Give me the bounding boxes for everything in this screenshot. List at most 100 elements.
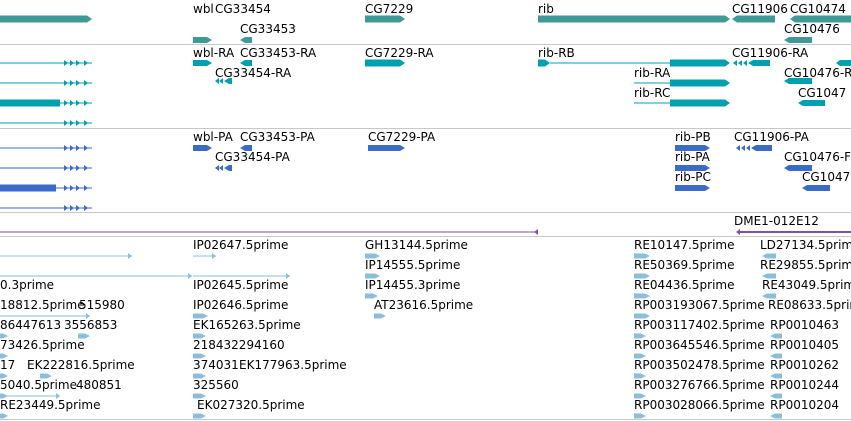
feature-bar xyxy=(240,37,252,43)
est-label[interactable]: EK222816.5prime xyxy=(27,358,135,372)
est-label[interactable]: RP003502478.5prime xyxy=(634,358,765,372)
est-label[interactable]: RP0010405 xyxy=(770,338,840,352)
track-separator xyxy=(0,44,851,45)
feature-bar xyxy=(193,393,206,399)
transcript-label-rib-ra[interactable]: rib-RA xyxy=(634,66,671,80)
protein-label-cg1047[interactable]: CG1047 xyxy=(802,170,851,184)
est-label[interactable]: RE04436.5prime xyxy=(634,278,735,292)
clone-label-dme1-012e12[interactable]: DME1-012E12 xyxy=(734,214,819,228)
exon-arrow xyxy=(741,145,745,151)
protein-label-cg11906-pa[interactable]: CG11906-PA xyxy=(734,130,809,144)
gene-label-cg10474[interactable]: CG10474 xyxy=(790,2,846,16)
feature-bar xyxy=(770,353,782,359)
est-label[interactable]: RP0010262 xyxy=(770,358,840,372)
gene-label-cg7229[interactable]: CG7229 xyxy=(365,2,414,16)
feature-bar xyxy=(0,373,8,379)
protein-label-cg33453-pa[interactable]: CG33453-PA xyxy=(240,130,315,144)
gene-label-cg33453[interactable]: CG33453 xyxy=(240,22,296,36)
transcript-label-cg7229-ra[interactable]: CG7229-RA xyxy=(365,46,434,60)
est-label[interactable]: 73426.5prime xyxy=(0,338,85,352)
feature-bar xyxy=(634,353,646,359)
est-label[interactable]: IP14555.5prime xyxy=(365,258,461,272)
protein-label-cg33454-pa[interactable]: CG33454-PA xyxy=(215,150,290,164)
protein-label-rib-pb[interactable]: rib-PB xyxy=(675,130,711,144)
exon-arrow xyxy=(188,273,192,279)
protein-label-rib-pc[interactable]: rib-PC xyxy=(675,170,711,184)
est-label[interactable]: GH13144.5prime xyxy=(365,238,468,252)
transcript-label-rib-rc[interactable]: rib-RC xyxy=(634,86,671,100)
est-label[interactable]: 86447613 xyxy=(0,318,62,332)
est-label[interactable]: RP003276766.5prime xyxy=(634,378,765,392)
transcript-label-wbl-ra[interactable]: wbl-RA xyxy=(193,46,235,60)
feature-bar xyxy=(0,184,56,192)
feature-bar xyxy=(365,15,405,23)
est-label[interactable]: EK027320.5prime xyxy=(197,398,305,412)
feature-bar xyxy=(770,393,782,399)
est-label[interactable]: LD27134.5prim xyxy=(760,238,851,252)
protein-label-cg10476-f[interactable]: CG10476-F xyxy=(784,150,851,164)
gene-label-cg10476[interactable]: CG10476 xyxy=(784,22,840,36)
transcript-label-cg33453-ra[interactable]: CG33453-RA xyxy=(240,46,317,60)
est-label[interactable]: RE23449.5prime xyxy=(0,398,101,412)
est-label[interactable]: RP003117402.5prime xyxy=(634,318,765,332)
feature-bar xyxy=(784,165,812,171)
est-label[interactable]: 374031 xyxy=(193,358,239,372)
feature-bar xyxy=(798,100,825,106)
est-label[interactable]: AT23616.5prime xyxy=(374,298,474,312)
est-label[interactable]: RE29855.5prim xyxy=(760,258,851,272)
est-label[interactable]: RP0010463 xyxy=(770,318,840,332)
gene-label-rib[interactable]: rib xyxy=(538,2,554,16)
exon-arrow xyxy=(733,60,737,66)
est-label[interactable]: RE08633.5prim xyxy=(768,298,851,312)
est-label[interactable]: RP003645546.5prime xyxy=(634,338,765,352)
est-label[interactable]: EK177963.5prime xyxy=(239,358,347,372)
transcript-label-cg33454-ra[interactable]: CG33454-RA xyxy=(215,66,292,80)
est-label[interactable]: 17 xyxy=(0,358,16,372)
est-label[interactable]: RP0010244 xyxy=(770,378,840,392)
feature-bar xyxy=(634,373,646,379)
est-label[interactable]: RP003028066.5prime xyxy=(634,398,765,412)
est-label[interactable]: IP14455.3prime xyxy=(365,278,461,292)
exon-arrow xyxy=(70,60,74,66)
transcript-label-cg1047[interactable]: CG1047 xyxy=(798,86,847,100)
est-label[interactable]: IP02645.5prime xyxy=(193,278,289,292)
exon-arrow xyxy=(219,165,223,171)
exon-arrow xyxy=(836,60,840,66)
est-label[interactable]: RP003193067.5prime xyxy=(634,298,765,312)
est-label[interactable]: EK165263.5prime xyxy=(193,318,301,332)
est-label[interactable]: RE43049.5prim xyxy=(762,278,851,292)
est-label[interactable]: 3556853 xyxy=(64,318,118,332)
feature-bar xyxy=(0,15,92,23)
exon-arrow xyxy=(738,60,742,66)
transcript-label-cg10476-r[interactable]: CG10476-R xyxy=(784,66,851,80)
feature-bar xyxy=(762,273,776,279)
feature-bar xyxy=(538,59,550,67)
track-separator xyxy=(0,212,851,213)
transcript-label-rib-rb[interactable]: rib-RB xyxy=(538,46,575,60)
est-label[interactable]: 218432294160 xyxy=(193,338,285,352)
est-label[interactable]: 480851 xyxy=(76,378,122,392)
est-label[interactable]: 5040.5prime xyxy=(0,378,77,392)
protein-label-rib-pa[interactable]: rib-PA xyxy=(675,150,710,164)
est-label[interactable]: RE10147.5prime xyxy=(634,238,735,252)
est-label[interactable]: IP02646.5prime xyxy=(193,298,289,312)
est-label[interactable]: 515980 xyxy=(79,298,125,312)
est-label[interactable]: RP0010204 xyxy=(770,398,840,412)
est-label[interactable]: 0.3prime xyxy=(0,278,55,292)
transcript-label-cg11906-ra[interactable]: CG11906-RA xyxy=(732,46,809,60)
exon-arrow xyxy=(736,229,740,235)
est-label[interactable]: 18812.5prime xyxy=(0,298,85,312)
feature-bar xyxy=(240,145,252,151)
gene-label-wbl[interactable]: wbl xyxy=(193,2,214,16)
est-label[interactable]: 325560 xyxy=(193,378,239,392)
est-label[interactable]: IP02647.5prime xyxy=(193,238,289,252)
gene-label-cg11906[interactable]: CG11906 xyxy=(732,2,788,16)
feature-bar xyxy=(0,99,60,107)
exon-arrow xyxy=(746,145,750,151)
protein-label-wbl-pa[interactable]: wbl-PA xyxy=(193,130,233,144)
protein-label-cg7229-pa[interactable]: CG7229-PA xyxy=(368,130,436,144)
gene-label-cg33454[interactable]: CG33454 xyxy=(215,2,271,16)
est-label[interactable]: RE50369.5prime xyxy=(634,258,735,272)
